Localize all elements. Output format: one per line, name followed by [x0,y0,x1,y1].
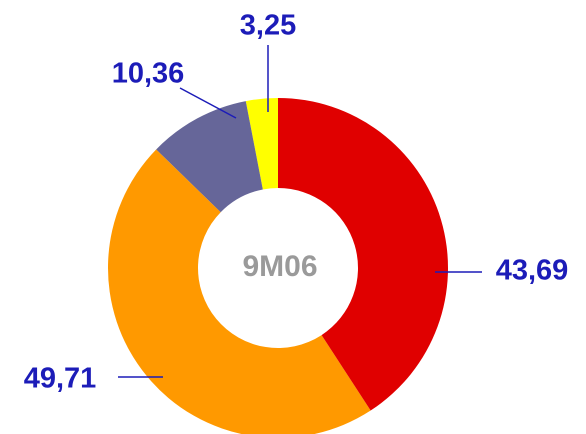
leader-line [179,87,237,119]
center-label: 9M06 [242,250,317,283]
data-label: 49,71 [24,363,97,395]
donut-slice [278,98,448,411]
donut-slice [108,149,371,434]
data-label: 43,69 [496,255,569,287]
donut-slice [245,98,278,190]
data-label: 3,25 [240,10,296,42]
donut-slice [156,101,263,213]
data-label: 10,36 [112,58,185,90]
